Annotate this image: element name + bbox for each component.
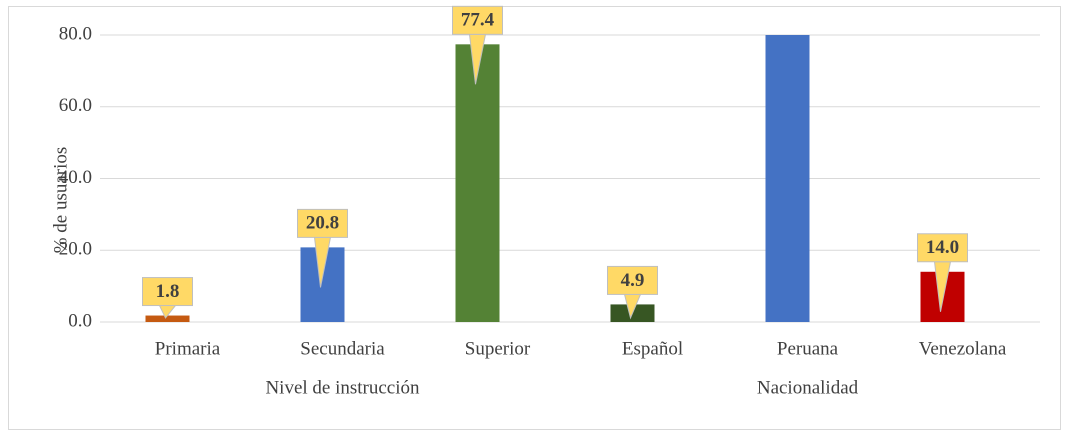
- group-label: Nivel de instrucción: [265, 377, 420, 398]
- group-label: Nacionalidad: [757, 377, 859, 398]
- data-label: 4.9: [621, 270, 645, 291]
- chart-border: [8, 6, 1061, 430]
- x-tick-label: Español: [622, 338, 683, 359]
- y-tick-label: 80.0: [59, 23, 92, 44]
- x-tick-label: Peruana: [777, 338, 839, 359]
- y-tick-label: 40.0: [59, 167, 92, 188]
- callout-box: [452, 5, 503, 35]
- callout-box: [142, 277, 193, 307]
- data-label: 14.0: [926, 237, 959, 258]
- y-tick-label: 20.0: [59, 239, 92, 260]
- x-tick-label: Superior: [465, 338, 531, 359]
- bar: [145, 315, 190, 322]
- y-tick-label: 60.0: [59, 95, 92, 116]
- bar: [765, 35, 810, 323]
- callout-box: [607, 265, 658, 295]
- data-label: 77.4: [461, 10, 495, 31]
- x-tick-label: Secundaria: [300, 338, 385, 359]
- x-tick-label: Venezolana: [919, 338, 1007, 359]
- x-tick-label: Primaria: [155, 338, 221, 359]
- data-label: 1.8: [156, 281, 180, 302]
- data-label: 20.8: [306, 213, 339, 234]
- callout-box: [917, 233, 968, 263]
- y-axis-title: % de usuarios: [50, 147, 71, 254]
- bar: [455, 44, 500, 322]
- callout-box: [297, 208, 348, 238]
- y-tick-label: 0.0: [68, 310, 92, 331]
